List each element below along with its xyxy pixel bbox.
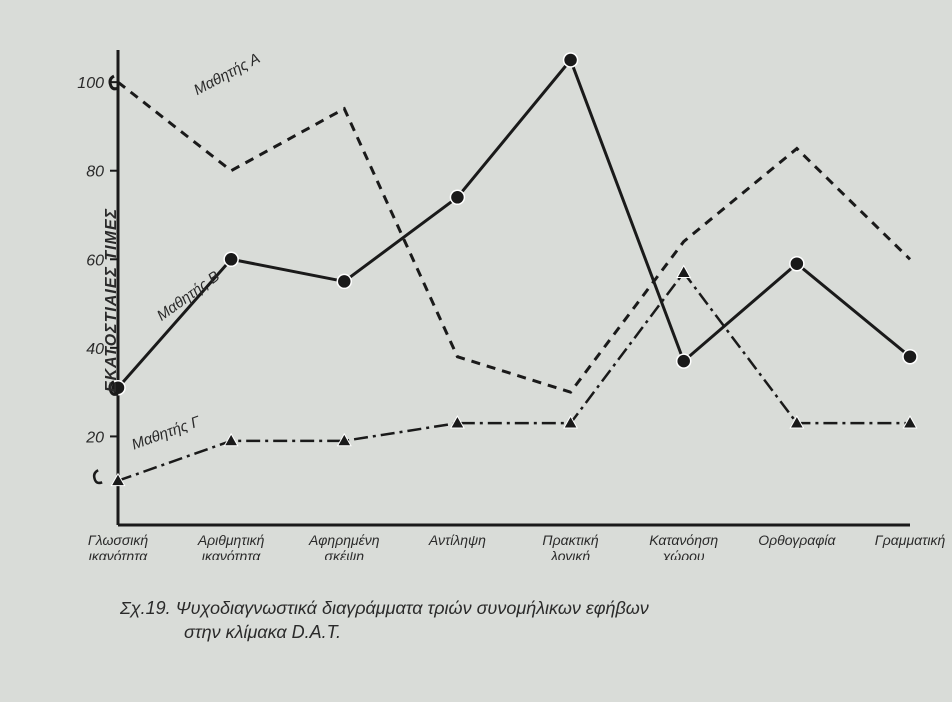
- y-tick-label: 20: [85, 429, 104, 446]
- x-category-label: Κατανόηση: [649, 532, 718, 548]
- x-category-label: Αντίληψη: [428, 532, 486, 548]
- x-category-label: Γλωσσική: [88, 532, 149, 548]
- x-category-label: ικανότητα: [89, 548, 148, 560]
- marker-circle: [677, 354, 691, 368]
- y-tick-label: 80: [86, 164, 104, 181]
- figure-caption: Σχ.19. Ψυχοδιαγνωστικά διαγράμματα τριών…: [120, 596, 892, 645]
- series-start-hook: [94, 470, 102, 483]
- y-axis-title: ΕΚΑΤΟΣΤΙΑΙΕΣ ΤΙΜΕΣ: [103, 208, 121, 392]
- x-category-label: λογική: [550, 548, 590, 560]
- x-category-label: ικανότητα: [202, 548, 261, 560]
- marker-circle: [564, 53, 578, 67]
- caption-line1: Σχ.19. Ψυχοδιαγνωστικά διαγράμματα τριών…: [120, 598, 649, 618]
- y-tick-label: 60: [86, 252, 104, 269]
- series-line-Μαθητής Γ: [118, 273, 910, 481]
- x-category-label: χώρου: [661, 548, 705, 560]
- x-category-label: Αριθμητική: [197, 532, 265, 548]
- series-label: Μαθητής Α: [191, 50, 263, 99]
- x-category-label: σκέψη: [325, 548, 365, 560]
- marker-circle: [790, 257, 804, 271]
- marker-circle: [903, 350, 917, 364]
- x-category-label: Αφηρημένη: [308, 532, 380, 548]
- line-chart: 20406080100ΓλωσσικήικανότηταΑριθμητικήικ…: [0, 0, 952, 560]
- series-label: Μαθητής Β: [154, 268, 223, 325]
- marker-circle: [337, 274, 351, 288]
- series-label: Μαθητής Γ: [129, 413, 203, 454]
- chart-page: ΕΚΑΤΟΣΤΙΑΙΕΣ ΤΙΜΕΣ 20406080100Γλωσσικήικ…: [0, 0, 952, 702]
- y-tick-label: 40: [86, 341, 104, 358]
- x-category-label: Πρακτική: [542, 532, 598, 548]
- marker-circle: [224, 252, 238, 266]
- x-category-label: Γραμματική: [875, 532, 946, 548]
- marker-circle: [450, 190, 464, 204]
- marker-triangle: [224, 434, 237, 446]
- x-category-label: Ορθογραφία: [758, 532, 836, 548]
- y-tick-label: 100: [77, 75, 104, 92]
- caption-line2: στην κλίμακα D.A.T.: [120, 620, 892, 644]
- series-line-Μαθητής Β: [118, 60, 910, 388]
- marker-triangle: [677, 266, 690, 278]
